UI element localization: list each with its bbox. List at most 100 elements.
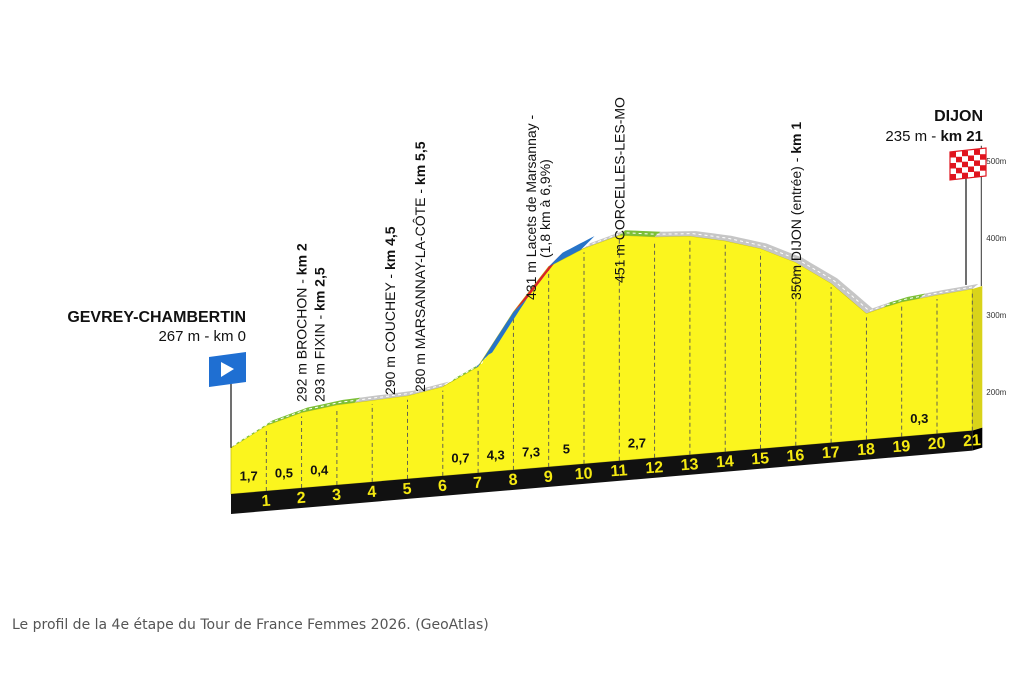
km-tick-label: 12 <box>645 459 664 477</box>
finish-name: DIJON <box>934 108 983 125</box>
finish-flag-check <box>950 174 956 180</box>
waypoint-km: km 2,5 <box>311 267 327 311</box>
waypoint-text: 431 m Lacets de Marsannay - <box>523 114 539 300</box>
profile-base <box>231 427 983 514</box>
km-tick-label: 3 <box>332 487 342 505</box>
km-tick-label: 17 <box>821 444 840 462</box>
top-band-green <box>231 397 361 448</box>
km-tick-label: 18 <box>857 441 876 459</box>
climb-marker-blue <box>548 236 595 267</box>
waypoint-label: 431 m Lacets de Marsannay - <box>523 114 539 300</box>
km-tick-label: 10 <box>574 465 593 483</box>
profile-right-wall <box>972 285 983 431</box>
waypoint-text: 292 m BROCHON - <box>294 275 310 402</box>
waypoint-text: 350m DIJON (entrée) - <box>788 154 804 300</box>
top-band-grey <box>654 231 890 314</box>
start-info: 267 m - km 0 <box>158 328 246 345</box>
km-tick-label: 15 <box>751 450 770 468</box>
finish-flag-check <box>980 165 986 171</box>
km-tick-label: 4 <box>367 484 377 502</box>
gradient-label: 7,3 <box>522 444 540 459</box>
km-tick-label: 6 <box>437 478 447 496</box>
km-tick-label: 2 <box>296 490 306 508</box>
start-marker: GEVREY-CHAMBERTIN 267 m - km 0 <box>67 309 246 448</box>
finish-flag-check <box>962 172 968 179</box>
figure-caption: Le profil de la 4e étape du Tour de Fran… <box>12 617 489 633</box>
waypoint-label: (1,8 km à 6,9%) <box>537 159 553 258</box>
gradient-label: 2,7 <box>628 435 646 450</box>
altitude-scale: 500m 400m 300m 200m <box>980 145 1007 397</box>
climb-marker-blue <box>474 298 528 369</box>
waypoint-label: 292 m BROCHON - km 2 <box>294 243 310 402</box>
base-band <box>231 430 973 514</box>
finish-marker: DIJON 235 m - km 21 <box>885 108 987 285</box>
waypoint-km: km 5,5 <box>412 141 428 185</box>
km-tick-label: 13 <box>680 456 699 474</box>
top-dashed-line <box>233 232 976 446</box>
gradient-label: 0,4 <box>310 462 329 477</box>
waypoint-text: 290 m COUCHEY - <box>382 270 398 395</box>
top-band-grey <box>919 283 979 299</box>
gradient-label: 0,3 <box>910 411 928 426</box>
km-axis: 1 2 3 4 5 6 7 8 9 10 11 12 13 14 15 16 17 18 19 20 21 <box>261 432 982 510</box>
km-tick-label: 8 <box>508 472 518 490</box>
km-tick-label: 16 <box>786 447 805 465</box>
gradient-label: 5 <box>563 441 570 456</box>
waypoint-text: 280 m MARSANNAY-LA-CÔTE - <box>412 185 428 392</box>
km-tick-label: 14 <box>715 453 734 471</box>
finish-flag-check <box>968 155 974 161</box>
km-tick-label: 11 <box>610 462 628 480</box>
km-tick-label: 5 <box>402 481 412 499</box>
altitude-scale-label: 200m <box>986 388 1006 397</box>
gradient-labels: 1,7 0,5 0,4 0,7 4,3 7,3 5 2,7 0,3 <box>240 411 929 483</box>
km-tick-label: 19 <box>892 438 911 456</box>
finish-info: 235 m - km 21 <box>885 128 983 145</box>
waypoint-label: 293 m FIXIN - km 2,5 <box>311 267 327 402</box>
km-tick-label: 1 <box>261 493 271 511</box>
climb-marker-red <box>513 252 563 312</box>
finish-flag-check <box>974 149 980 155</box>
waypoint-label: 350m DIJON (entrée) - km 1 <box>788 122 804 300</box>
km-tick-label: 20 <box>927 435 946 453</box>
gradient-label: 1,7 <box>240 468 258 483</box>
gradient-label: 4,3 <box>487 447 505 462</box>
top-band-green <box>884 293 926 308</box>
finish-flag-check <box>968 166 974 172</box>
finish-flag-check <box>950 152 956 158</box>
profile-top-band <box>231 230 979 448</box>
finish-flag-check <box>974 160 980 166</box>
km-tick-label: 7 <box>473 475 483 493</box>
profile-side-wall <box>972 285 983 431</box>
waypoint-km: km 1 <box>788 122 804 154</box>
waypoint-label: 451 m CORCELLES-LES-MO <box>611 97 627 283</box>
waypoint-label: 290 m COUCHEY - km 4,5 <box>382 226 398 395</box>
km-tick-label: 9 <box>543 469 553 487</box>
lacets-climb-markers <box>474 236 595 369</box>
waypoint-text: (1,8 km à 6,9%) <box>537 159 553 258</box>
finish-flag-check <box>950 163 956 169</box>
finish-flag-check <box>956 167 962 174</box>
waypoint-text: 293 m FIXIN - <box>311 311 327 402</box>
start-name: GEVREY-CHAMBERTIN <box>67 309 246 326</box>
play-icon <box>221 362 234 377</box>
base-side <box>972 427 983 451</box>
finish-flag-check <box>974 171 980 177</box>
km-tick-label: 21 <box>963 432 982 450</box>
top-band-grey <box>354 381 449 403</box>
finish-flag-check <box>962 161 968 168</box>
finish-flag-check <box>980 154 986 160</box>
km-marker-lines <box>265 239 973 491</box>
altitude-scale-label: 500m <box>986 157 1006 166</box>
gradient-label: 0,7 <box>451 450 469 465</box>
finish-flag-check <box>962 150 968 157</box>
waypoint-km: km 4,5 <box>382 226 398 270</box>
waypoint-label: 280 m MARSANNAY-LA-CÔTE - km 5,5 <box>412 141 428 392</box>
gradient-label: 0,5 <box>275 465 293 480</box>
altitude-scale-label: 300m <box>986 311 1006 320</box>
finish-flag-check <box>956 156 962 163</box>
waypoint-km: km 2 <box>294 243 310 275</box>
waypoint-text: 451 m CORCELLES-LES-MO <box>611 97 627 283</box>
altitude-scale-label: 400m <box>986 234 1006 243</box>
